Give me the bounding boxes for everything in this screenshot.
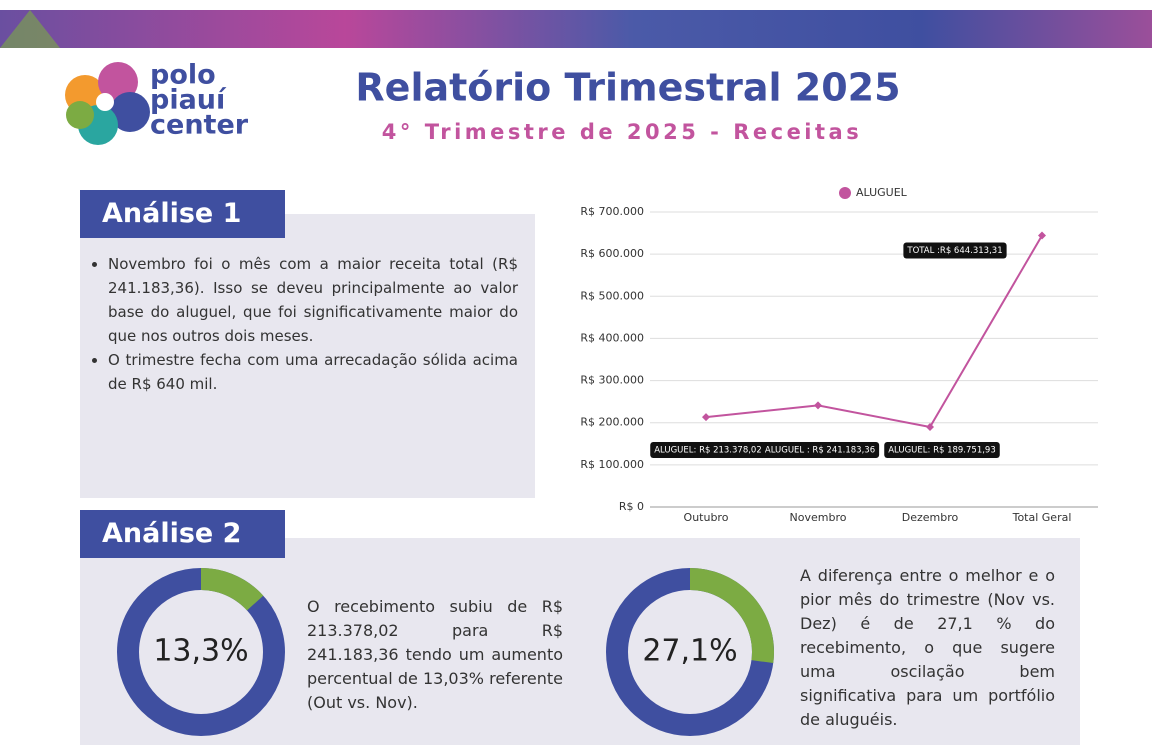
- logo-text: center: [150, 110, 249, 141]
- x-tick-label: Dezembro: [902, 511, 959, 524]
- panel-1: [80, 214, 535, 498]
- point: [814, 401, 822, 410]
- legend-marker: [839, 187, 851, 199]
- y-tick-label: R$ 0: [619, 500, 644, 513]
- y-tick-label: R$ 600.000: [580, 247, 644, 260]
- subtitle: 4° Trimestre de 2025 - Receitas: [382, 120, 862, 144]
- data-label-box: [903, 242, 1007, 259]
- logo: [65, 62, 150, 145]
- data-label-text: ALUGUEL : R$ 241.183,36: [765, 446, 875, 456]
- data-label: ALUGUEL: R$ 189.751,93: [884, 442, 1000, 458]
- data-label-box: [650, 442, 766, 458]
- heading-2: Análise 2: [80, 510, 285, 558]
- y-tick-label: R$ 300.000: [580, 374, 644, 387]
- y-tick-label: R$ 700.000: [580, 205, 644, 218]
- y-tick-label: R$ 100.000: [580, 458, 644, 471]
- point: [702, 413, 710, 422]
- banner-shape: [0, 10, 60, 48]
- heading-1: Análise 1: [80, 190, 285, 238]
- line: [705, 234, 1043, 429]
- y-tick-label: R$ 200.000: [580, 416, 644, 429]
- data-label: ALUGUEL : R$ 241.183,36: [760, 442, 880, 458]
- bullet: O trimestre fecha com uma arrecadação só…: [108, 348, 518, 396]
- donut-segment: [689, 568, 774, 664]
- data-label-text: ALUGUEL: R$ 213.378,02: [654, 446, 762, 456]
- x-tick-label: Outubro: [684, 511, 729, 524]
- x-tick-label: Novembro: [790, 511, 847, 524]
- donut-label: 13,3%: [153, 634, 248, 669]
- donut-label: 27,1%: [642, 634, 737, 669]
- data-label-box: [760, 442, 880, 458]
- data-label-text: TOTAL :R$ 644.313,31: [906, 246, 1002, 256]
- data-label-text: ALUGUEL: R$ 189.751,93: [888, 446, 996, 456]
- y-tick-label: R$ 500.000: [580, 289, 644, 302]
- x-tick-label: Total Geral: [1012, 511, 1072, 524]
- bullet: Novembro foi o mês com a maior receita t…: [108, 252, 518, 348]
- y-tick-label: R$ 400.000: [580, 331, 644, 344]
- bullets: Novembro foi o mês com a maior receita t…: [90, 252, 518, 396]
- logo-text: piauí: [150, 85, 227, 116]
- point: [926, 423, 934, 432]
- title: Relatório Trimestral 2025: [355, 66, 900, 110]
- logo-text: polo: [150, 60, 216, 91]
- data-label: ALUGUEL: R$ 213.378,02: [650, 442, 766, 458]
- donut-segment: [200, 568, 264, 611]
- point: [1038, 231, 1046, 240]
- data-label: TOTAL :R$ 644.313,31: [903, 242, 1007, 259]
- banner: [0, 10, 1152, 48]
- paragraph: O recebimento subiu de R$ 213.378,02 par…: [307, 597, 563, 712]
- data-label-box: [884, 442, 1000, 458]
- legend-label: ALUGUEL: [856, 186, 908, 199]
- paragraph: A diferença entre o melhor e o pior mês …: [800, 566, 1055, 729]
